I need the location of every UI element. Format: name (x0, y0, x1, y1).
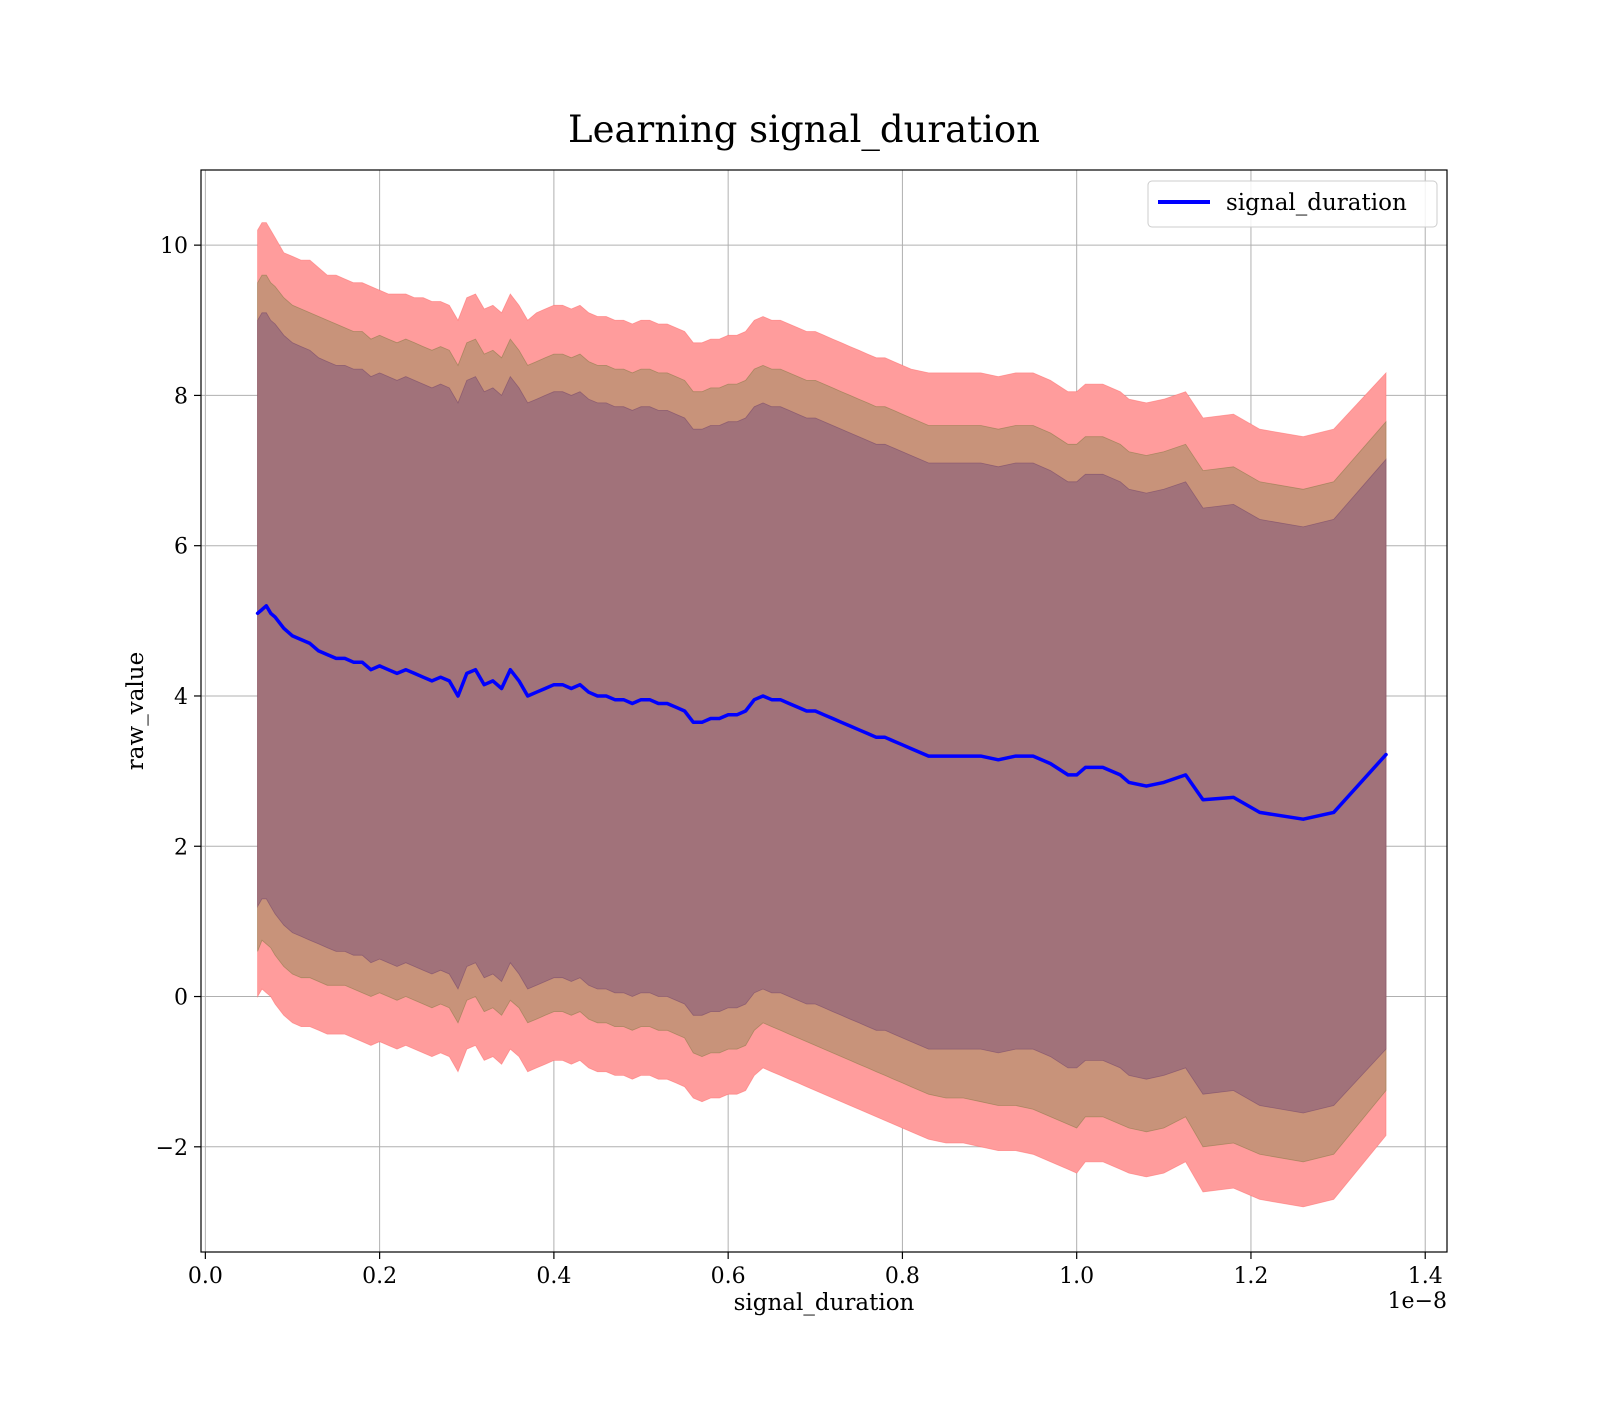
chart-title: Learning signal_duration (568, 108, 1040, 152)
x-tick-label: 0.2 (362, 1264, 397, 1289)
x-axis-offset-text: 1e−8 (1388, 1289, 1447, 1314)
x-axis-label: signal_duration (734, 1290, 915, 1316)
y-tick-label: 6 (174, 535, 188, 560)
y-tick-label: 8 (174, 384, 188, 409)
x-tick-label: 1.2 (1233, 1264, 1268, 1289)
series-line-signal-duration (255, 604, 1388, 821)
y-tick-label: 0 (174, 986, 188, 1011)
x-tick-label: 0.6 (711, 1264, 746, 1289)
x-tick-label: 1.4 (1408, 1264, 1443, 1289)
y-tick-label: 2 (174, 835, 188, 860)
x-tick-label: 0.4 (536, 1264, 571, 1289)
y-tick-label: 4 (174, 685, 188, 710)
x-tick-label: 1.0 (1059, 1264, 1094, 1289)
x-tick-label: 0.0 (188, 1264, 223, 1289)
series-lines (255, 604, 1388, 821)
y-axis-label: raw_value (123, 652, 149, 770)
x-tick-label: 0.8 (885, 1264, 920, 1289)
y-tick-label: −2 (156, 1136, 188, 1161)
legend: signal_duration (1147, 180, 1438, 228)
plot-area-frame (200, 169, 1448, 1253)
y-axis-ticks: −2 0 2 4 6 8 10 (156, 234, 201, 1161)
y-tick-label: 10 (160, 234, 188, 259)
legend-box (1147, 180, 1438, 228)
legend-label: signal_duration (1226, 190, 1407, 216)
x-axis-ticks: 0.0 0.2 0.4 0.6 0.8 1.0 1.2 1.4 (188, 1252, 1443, 1289)
